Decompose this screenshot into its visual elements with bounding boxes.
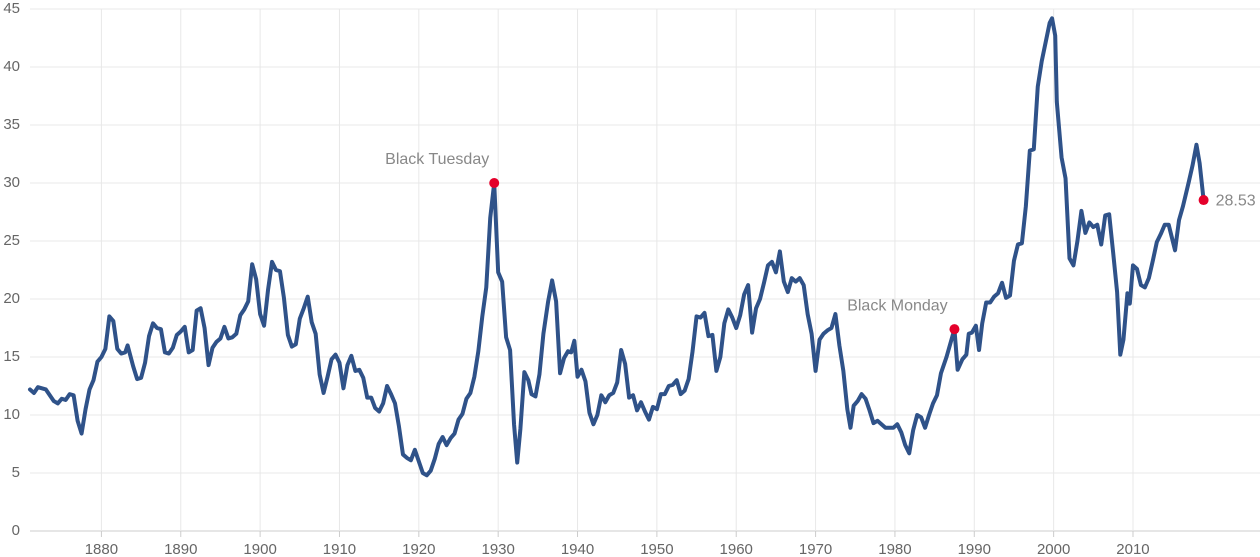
annotation-label: Black Monday — [847, 297, 948, 314]
annotation-dot — [949, 324, 960, 335]
x-tick-label: 1880 — [85, 541, 118, 557]
x-tick-label: 1900 — [243, 541, 276, 557]
x-tick-label: 1950 — [640, 541, 673, 557]
annotation-label: Black Tuesday — [385, 151, 489, 168]
x-tick-label: 1940 — [561, 541, 594, 557]
y-tick-label: 40 — [3, 58, 20, 75]
y-tick-label: 20 — [3, 290, 20, 307]
y-tick-label: 45 — [3, 0, 20, 17]
y-tick-label: 15 — [3, 348, 20, 365]
x-tick-label: 1920 — [402, 541, 435, 557]
y-tick-label: 0 — [12, 522, 20, 539]
x-tick-label: 2000 — [1037, 541, 1070, 557]
x-tick-label: 1990 — [958, 541, 991, 557]
x-tick-label: 1890 — [164, 541, 197, 557]
x-tick-label: 2010 — [1116, 541, 1149, 557]
y-tick-label: 10 — [3, 406, 20, 423]
annotation-dot — [489, 178, 500, 188]
y-tick-label: 30 — [3, 174, 20, 191]
y-tick-label: 25 — [3, 232, 20, 249]
x-tick-label: 1930 — [481, 541, 514, 557]
x-tick-label: 1970 — [799, 541, 832, 557]
x-tick-label: 1980 — [878, 541, 911, 557]
x-tick-label: 1960 — [720, 541, 753, 557]
data-line — [28, 16, 1206, 478]
y-tick-label: 35 — [3, 116, 20, 133]
y-tick-label: 5 — [12, 464, 20, 481]
annotation-label: 28.53 — [1216, 192, 1256, 209]
x-tick-label: 1910 — [323, 541, 356, 557]
annotation-dot — [1198, 195, 1209, 206]
